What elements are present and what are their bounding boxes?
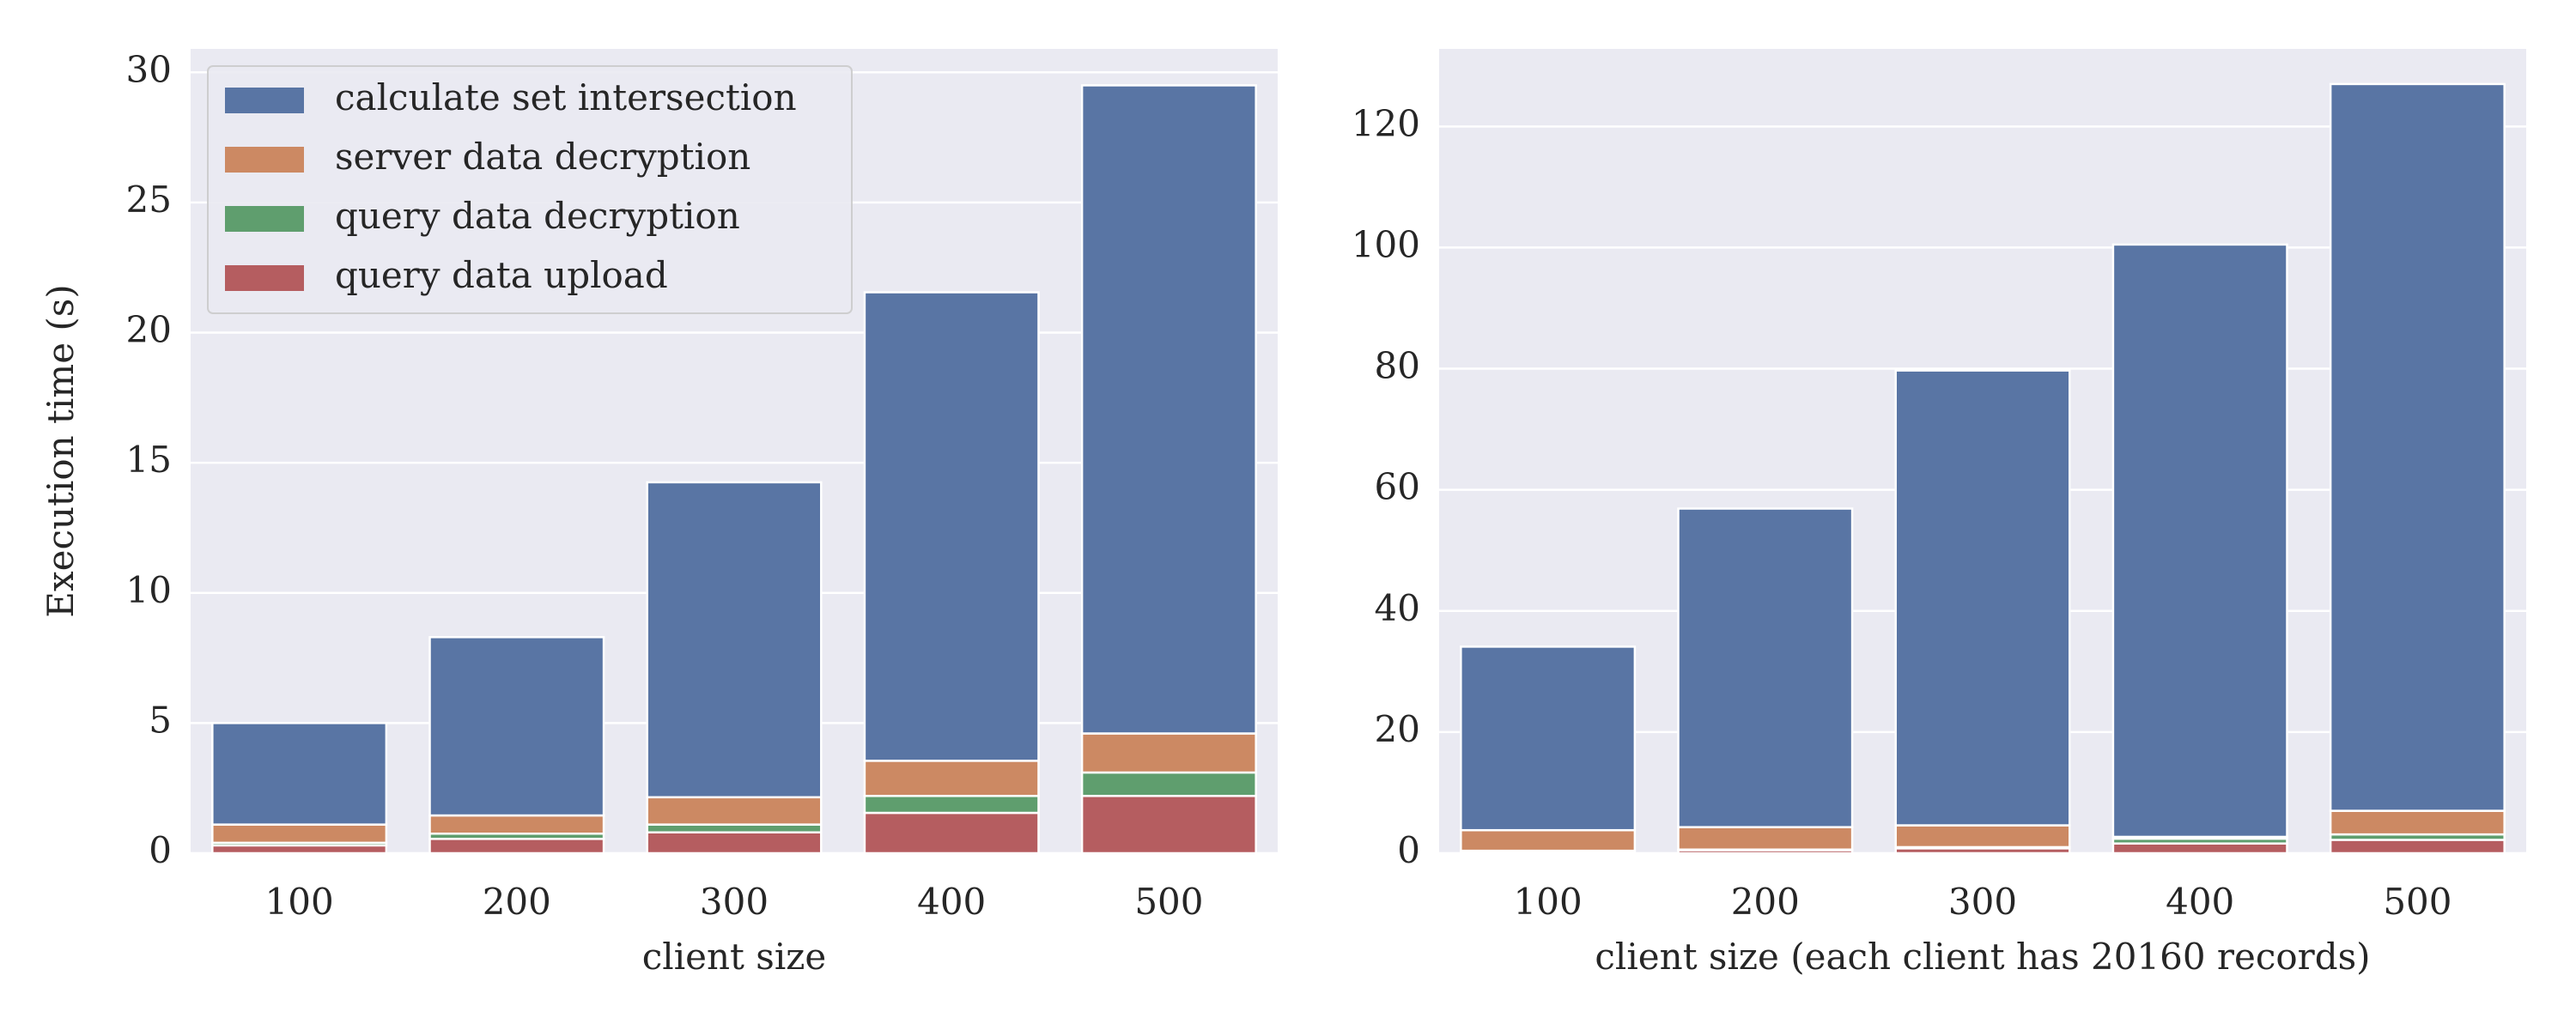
y-tick-label: 80	[1375, 345, 1420, 387]
y-tick-label: 60	[1375, 466, 1420, 508]
legend-box	[207, 65, 853, 314]
bar-segment	[863, 795, 1040, 815]
y-tick-label: 15	[126, 439, 172, 481]
bar-segment	[2329, 82, 2506, 812]
legend-swatch	[225, 265, 304, 291]
x-tick-label: 100	[1514, 881, 1583, 923]
bar-segment	[2111, 842, 2288, 855]
bar-segment	[646, 481, 823, 799]
bar-segment	[1677, 826, 1854, 851]
bar-segment	[1677, 507, 1854, 828]
bar-segment	[646, 796, 823, 826]
y-tick-label: 100	[1352, 223, 1420, 265]
y-tick-label: 5	[149, 699, 172, 741]
subplot: 0 5 10 15 20 25 30 100 200 300 400 500 client size Ex…	[39, 48, 1278, 978]
bar-segment	[211, 844, 388, 855]
legend-label: query data upload	[335, 254, 668, 296]
bar-segment	[211, 722, 388, 826]
x-tick-label: 500	[1134, 881, 1203, 923]
x-tick-label: 200	[1731, 881, 1800, 923]
x-tick-label: 300	[700, 881, 769, 923]
legend-swatch	[225, 88, 304, 113]
legend-label: server data decryption	[335, 136, 750, 178]
legend-swatch	[225, 147, 304, 173]
bar-segment	[211, 823, 388, 845]
bar-segment	[2329, 809, 2506, 836]
subplot: 0 20 40 60 80 100 120 100 200 300 400 500 client siz…	[1352, 49, 2526, 978]
legend-swatch	[225, 206, 304, 232]
y-tick-label: 10	[126, 569, 172, 611]
y-tick-label: 20	[1375, 708, 1420, 750]
y-tick-label: 25	[126, 179, 172, 221]
bar-segment	[428, 838, 605, 855]
bar-segment	[863, 760, 1040, 797]
bar-segment	[1080, 795, 1257, 855]
legend-label: calculate set intersection	[335, 76, 797, 118]
x-tick-label: 400	[2166, 881, 2234, 923]
bar-segment	[1460, 828, 1637, 852]
bar-segment	[1080, 732, 1257, 774]
y-tick-label: 20	[126, 309, 172, 351]
x-axis-label: client size (each client has 20160 recor…	[1595, 936, 2370, 978]
bar-segment	[2111, 243, 2288, 839]
bar-segment	[863, 291, 1040, 762]
legend-label: query data decryption	[335, 195, 740, 237]
bar-segment	[2329, 839, 2506, 855]
bar-segment	[428, 814, 605, 835]
x-tick-label: 500	[2383, 881, 2451, 923]
bar-segment	[428, 636, 605, 817]
y-tick-label: 0	[1397, 829, 1420, 871]
x-axis-label: client size	[642, 936, 827, 978]
y-tick-label: 0	[149, 829, 172, 871]
x-tick-label: 100	[265, 881, 334, 923]
y-tick-label: 40	[1375, 587, 1420, 629]
bar-segment	[1460, 645, 1637, 832]
x-tick-label: 200	[483, 881, 551, 923]
bar-segment	[1894, 369, 2071, 827]
bar-segment	[1080, 84, 1257, 735]
bar-segment	[863, 811, 1040, 855]
bar-segment	[1080, 771, 1257, 797]
bar-segment	[1894, 824, 2071, 849]
bar-segment	[646, 831, 823, 855]
bar-segment	[646, 823, 823, 833]
y-axis-label: Execution time (s)	[39, 284, 82, 617]
x-tick-label: 300	[1948, 881, 2017, 923]
y-tick-label: 30	[126, 48, 172, 90]
x-tick-label: 400	[917, 881, 986, 923]
y-tick-label: 120	[1352, 102, 1420, 144]
